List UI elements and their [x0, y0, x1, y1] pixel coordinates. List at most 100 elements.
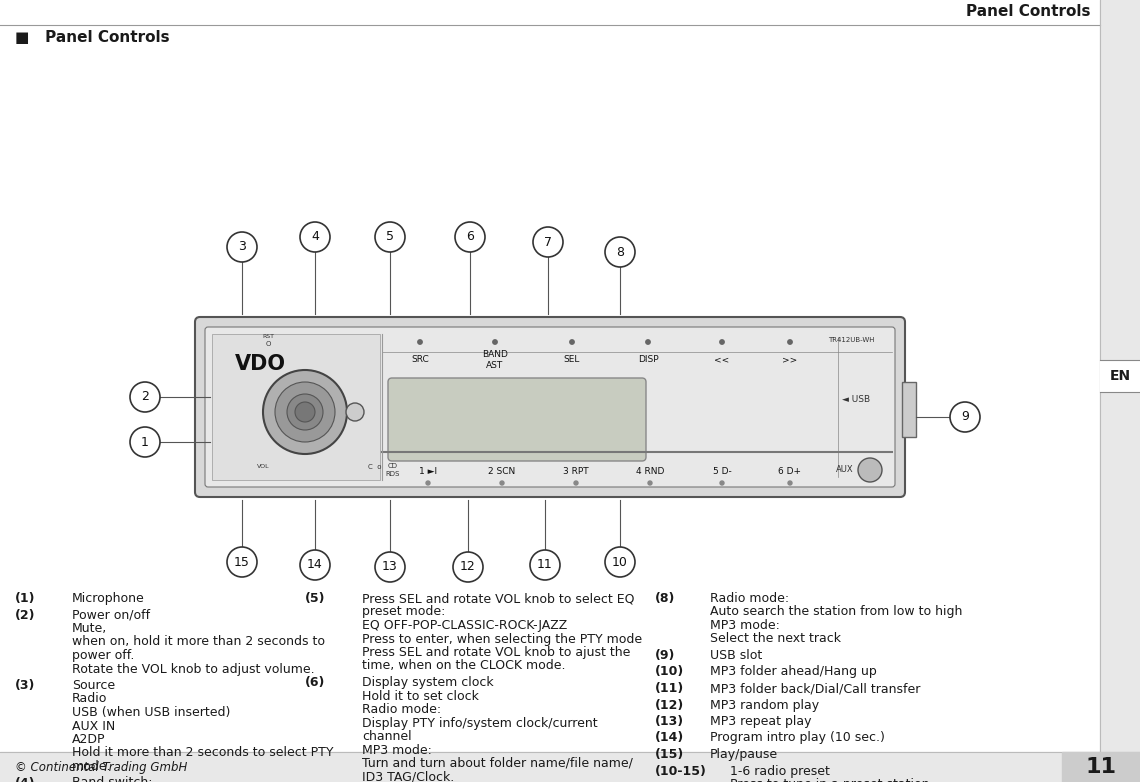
Text: BAND
AST: BAND AST [482, 350, 508, 370]
Text: 9: 9 [961, 411, 969, 424]
Text: Program intro play (10 sec.): Program intro play (10 sec.) [710, 731, 885, 744]
Text: Select the next track: Select the next track [710, 633, 841, 645]
Text: (8): (8) [656, 592, 675, 605]
Circle shape [570, 340, 575, 344]
Text: ID3 TAG/Clock.: ID3 TAG/Clock. [363, 770, 454, 782]
Text: channel: channel [363, 730, 412, 743]
Text: A2DP: A2DP [72, 733, 106, 746]
Text: Power on/off: Power on/off [72, 608, 150, 622]
Circle shape [263, 370, 347, 454]
Text: Press SEL and rotate VOL knob to select EQ: Press SEL and rotate VOL knob to select … [363, 592, 635, 605]
Text: 3: 3 [238, 241, 246, 253]
Text: EQ OFF-POP-CLASSIC-ROCK-JAZZ: EQ OFF-POP-CLASSIC-ROCK-JAZZ [363, 619, 568, 632]
Circle shape [719, 340, 724, 344]
Text: AUX IN: AUX IN [72, 719, 115, 733]
Text: 15: 15 [234, 555, 250, 569]
Circle shape [275, 382, 335, 442]
Text: USB slot: USB slot [710, 649, 763, 662]
Bar [1100, 0, 1140, 752]
Circle shape [950, 402, 980, 432]
Text: Radio mode:: Radio mode: [710, 592, 789, 605]
Text: 10: 10 [612, 555, 628, 569]
Text: VOL: VOL [256, 465, 269, 469]
Text: >>: >> [782, 356, 798, 364]
Bar [902, 382, 917, 437]
Circle shape [227, 232, 256, 262]
Text: RST: RST [262, 333, 274, 339]
Circle shape [295, 402, 315, 422]
Bar [212, 334, 380, 480]
Circle shape [788, 340, 792, 344]
Text: MP3 mode:: MP3 mode: [363, 744, 432, 756]
Text: Press to tune in a preset station.: Press to tune in a preset station. [730, 778, 934, 782]
Text: MP3 mode:: MP3 mode: [710, 619, 780, 632]
Circle shape [648, 481, 652, 485]
Text: TR412UB-WH: TR412UB-WH [829, 337, 876, 343]
Text: MP3 folder ahead/Hang up: MP3 folder ahead/Hang up [710, 665, 877, 679]
Circle shape [530, 550, 560, 580]
Text: (4): (4) [15, 777, 35, 782]
Text: USB (when USB inserted): USB (when USB inserted) [72, 706, 230, 719]
Text: 5 D-: 5 D- [712, 468, 732, 476]
FancyBboxPatch shape [205, 327, 895, 487]
Text: Play/pause: Play/pause [710, 748, 779, 761]
Text: 4 RND: 4 RND [636, 468, 665, 476]
Text: EN: EN [1109, 369, 1131, 383]
Text: Source: Source [72, 679, 115, 692]
Text: MP3 folder back/Dial/Call transfer: MP3 folder back/Dial/Call transfer [710, 682, 920, 695]
Text: preset mode:: preset mode: [363, 605, 446, 619]
Text: (1): (1) [15, 592, 35, 605]
Circle shape [426, 481, 430, 485]
Text: Press SEL and rotate VOL knob to ajust the: Press SEL and rotate VOL knob to ajust t… [363, 646, 630, 659]
Text: Radio: Radio [72, 693, 107, 705]
Circle shape [605, 547, 635, 577]
Text: 2 SCN: 2 SCN [488, 468, 515, 476]
Bar [0, 752, 1140, 782]
Text: (9): (9) [656, 649, 675, 662]
Text: ■   Panel Controls: ■ Panel Controls [15, 30, 170, 45]
Text: AUX: AUX [836, 465, 854, 475]
Circle shape [417, 340, 422, 344]
Text: (13): (13) [656, 715, 684, 728]
Text: 6: 6 [466, 231, 474, 243]
Circle shape [858, 458, 882, 482]
Circle shape [605, 237, 635, 267]
Text: SEL: SEL [564, 356, 580, 364]
Text: MP3 random play: MP3 random play [710, 698, 820, 712]
Circle shape [720, 481, 724, 485]
Text: (12): (12) [656, 698, 684, 712]
Circle shape [227, 547, 256, 577]
Text: (10-15): (10-15) [656, 765, 707, 777]
Text: Display PTY info/system clock/current: Display PTY info/system clock/current [363, 716, 597, 730]
Text: Radio mode:: Radio mode: [363, 703, 441, 716]
Text: time, when on the CLOCK mode.: time, when on the CLOCK mode. [363, 659, 565, 673]
Text: 1-6 radio preset: 1-6 radio preset [730, 765, 830, 777]
Text: SRC: SRC [412, 356, 429, 364]
Circle shape [287, 394, 323, 430]
Text: CD
RDS: CD RDS [385, 464, 400, 476]
Text: Rotate the VOL knob to adjust volume.: Rotate the VOL knob to adjust volume. [72, 662, 315, 676]
Text: <<: << [715, 356, 730, 364]
Text: 11: 11 [1085, 757, 1116, 777]
Text: Hold it more than 2 seconds to select PTY: Hold it more than 2 seconds to select PT… [72, 747, 334, 759]
Text: Turn and turn about folder name/file name/: Turn and turn about folder name/file nam… [363, 757, 633, 770]
Text: 6 D+: 6 D+ [779, 468, 801, 476]
Text: 11: 11 [537, 558, 553, 572]
Text: © Continental Trading GmbH: © Continental Trading GmbH [15, 761, 187, 773]
Text: VDO: VDO [235, 354, 285, 374]
Text: Mute,: Mute, [72, 622, 107, 635]
Text: Hold it to set clock: Hold it to set clock [363, 690, 479, 702]
Text: (5): (5) [306, 592, 326, 605]
Circle shape [375, 222, 405, 252]
Text: (3): (3) [15, 679, 35, 692]
Circle shape [130, 427, 160, 457]
Text: 1 ►I: 1 ►I [418, 468, 437, 476]
Text: C  o: C o [368, 464, 382, 470]
Circle shape [300, 222, 329, 252]
Circle shape [575, 481, 578, 485]
Circle shape [375, 552, 405, 582]
Circle shape [130, 382, 160, 412]
Text: ◄ USB: ◄ USB [841, 394, 870, 404]
Circle shape [645, 340, 650, 344]
Text: 2: 2 [141, 390, 149, 404]
